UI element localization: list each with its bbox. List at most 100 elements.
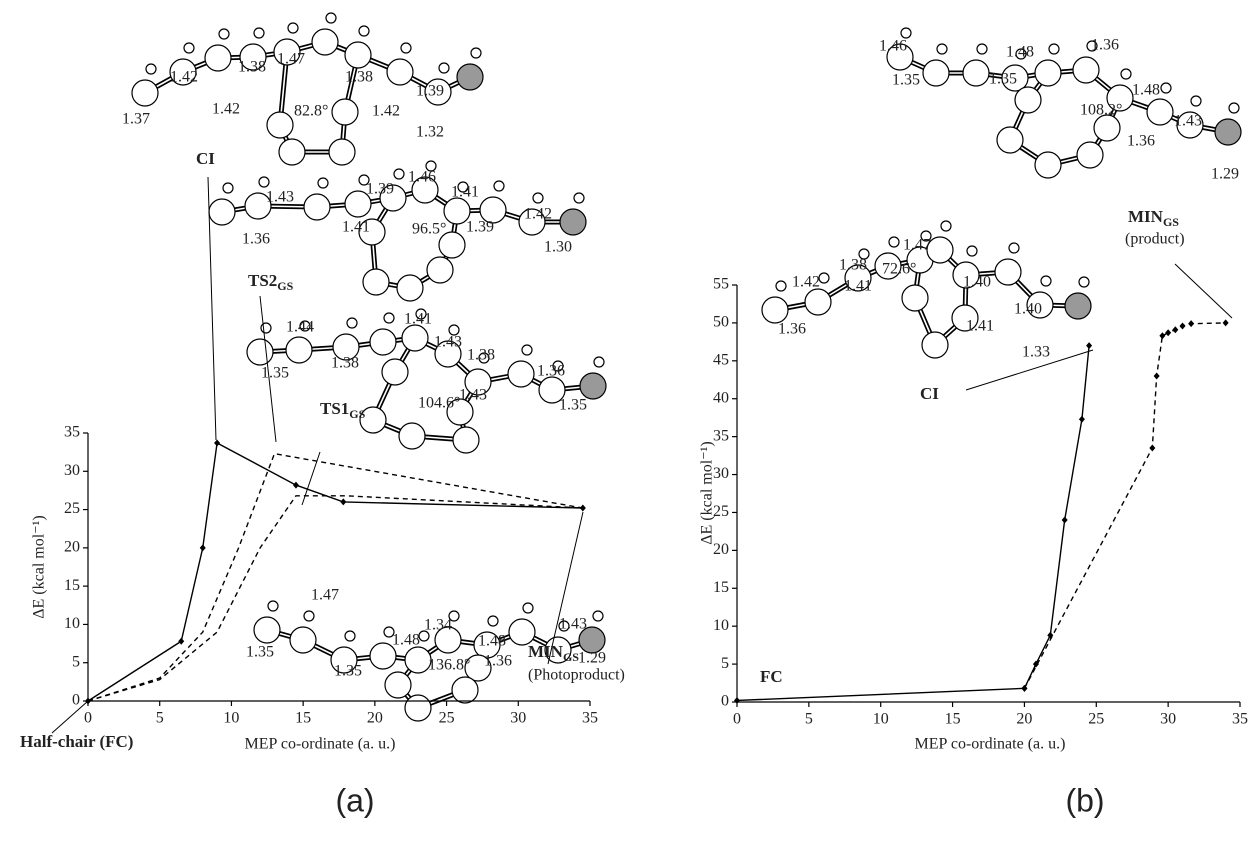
bond-label: 1.43 [266, 189, 294, 206]
atom-h [967, 246, 977, 256]
atom [1015, 87, 1041, 113]
atom [1215, 119, 1241, 145]
panel-label: (a) [335, 782, 374, 818]
atom [427, 257, 453, 283]
bond-label: 1.44 [286, 319, 314, 336]
bond-label: 1.40 [963, 274, 991, 291]
atom-h [523, 603, 533, 613]
y-tick-label: 45 [713, 351, 729, 368]
bond-label: 1.42 [170, 69, 198, 86]
atom [247, 339, 273, 365]
figure: 1.421.381.471.381.371.4282.8°1.421.391.3… [0, 0, 1259, 844]
y-tick-label: 10 [64, 615, 80, 632]
y-tick-label: 25 [64, 500, 80, 517]
annotation: TS2GS [248, 271, 294, 293]
atom [286, 337, 312, 363]
bond-label: 1.35 [559, 397, 587, 414]
atom-h [889, 237, 899, 247]
bond-label: 1.41 [451, 184, 479, 201]
x-tick-label: 5 [805, 711, 813, 728]
point [1165, 329, 1171, 336]
bond-label: 1.47 [277, 51, 305, 68]
y-tick-label: 20 [64, 539, 80, 556]
atom-h [1079, 277, 1089, 287]
atom-h [1191, 96, 1201, 106]
bond-label: 1.36 [1091, 37, 1119, 54]
atom [382, 359, 408, 385]
atom [805, 289, 831, 315]
point [734, 697, 740, 704]
atom [363, 269, 389, 295]
bond-label: 1.36 [778, 321, 806, 338]
point [1188, 320, 1194, 327]
bond-label: 1.43 [1174, 113, 1202, 130]
atom-h [304, 611, 314, 621]
annotation: Half-chair (FC) [20, 732, 133, 751]
annotation-sub: GS [563, 650, 579, 664]
bond-label: 1.39 [416, 83, 444, 100]
atom [1035, 152, 1061, 178]
atom [279, 139, 305, 165]
bond-label: 1.36 [484, 653, 512, 670]
x-tick-label: 0 [84, 710, 92, 727]
atom-h [1009, 243, 1019, 253]
x-axis-label: MEP co-ordinate (a. u.) [245, 736, 396, 753]
x-tick-label: 35 [1232, 711, 1248, 728]
y-tick-label: 40 [713, 389, 729, 406]
bond-label: 1.46 [408, 169, 436, 186]
point [1154, 372, 1160, 379]
atom-h [146, 64, 156, 74]
atom [560, 209, 586, 235]
point [340, 498, 346, 505]
atom-h [776, 281, 786, 291]
series-line [737, 346, 1089, 701]
annotation-text: CI [196, 149, 215, 168]
bond-label: 1.39 [366, 181, 394, 198]
point [200, 544, 206, 551]
bond-label: 1.32 [416, 124, 444, 141]
atom-h [347, 318, 357, 328]
series-line [1024, 323, 1225, 688]
bond-label: 1.42 [372, 103, 400, 120]
atom [385, 672, 411, 698]
x-tick-label: 15 [295, 710, 311, 727]
y-axis-label: ΔE (kcal mol⁻¹) [31, 515, 48, 619]
bond-label: 1.34 [424, 617, 452, 634]
atom-h [1161, 83, 1171, 93]
point [1079, 416, 1085, 423]
atom [402, 325, 428, 351]
atom [457, 64, 483, 90]
x-tick-label: 20 [367, 710, 383, 727]
atom [399, 423, 425, 449]
bond-label: 1.42 [792, 274, 820, 291]
y-tick-label: 55 [713, 276, 729, 293]
bond-label: 96.5° [412, 221, 446, 238]
atom [580, 373, 606, 399]
bond-label: 1.42 [524, 206, 552, 223]
atom [132, 80, 158, 106]
bond-label: 72.6° [882, 261, 916, 278]
atom-h [941, 221, 951, 231]
atom-h [594, 357, 604, 367]
atom-h [901, 28, 911, 38]
bond-label: 1.38 [345, 69, 373, 86]
y-tick-label: 15 [64, 577, 80, 594]
point [1159, 332, 1165, 339]
annotation-note: (product) [1125, 231, 1185, 248]
atom-h [471, 48, 481, 58]
y-tick-label: 50 [713, 314, 729, 331]
atom [1035, 60, 1061, 86]
bond-label: 1.47 [903, 237, 931, 254]
y-axis-label: ΔE (kcal mol⁻¹) [699, 441, 716, 545]
y-tick-label: 35 [64, 424, 80, 441]
annotation-text: FC [760, 667, 783, 686]
atom-h [574, 193, 584, 203]
bond-label: 1.36 [1127, 133, 1155, 150]
atom [453, 427, 479, 453]
bond-label: 1.38 [238, 59, 266, 76]
bond-label: 1.41 [844, 278, 872, 295]
atom-h [401, 43, 411, 53]
x-tick-label: 15 [945, 711, 961, 728]
bond-label: 136.8° [428, 657, 470, 674]
atom-h [1229, 103, 1239, 113]
